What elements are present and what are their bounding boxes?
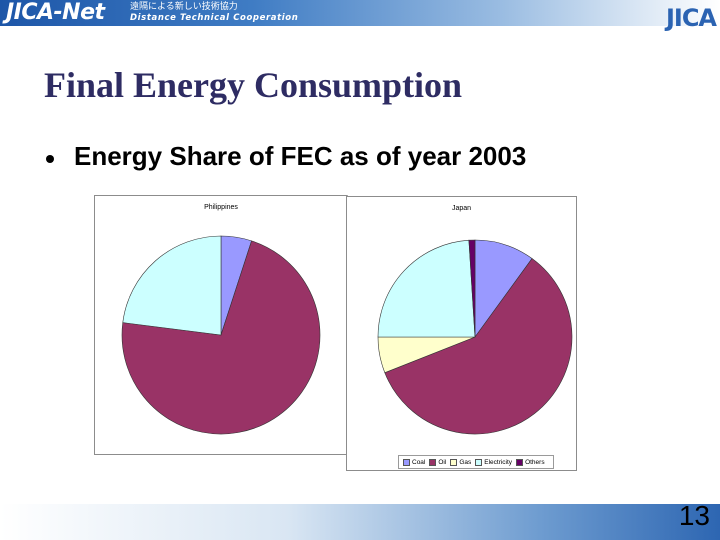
page-number: 13 — [678, 500, 710, 531]
jica-logo: JICA — [665, 4, 717, 32]
pie-slice-electricity — [377, 239, 476, 338]
legend-swatch — [475, 458, 483, 466]
pie-slice-oil — [384, 258, 573, 435]
footer-band — [0, 504, 720, 540]
pie-slice-others — [468, 239, 476, 338]
legend-item: Coal — [403, 458, 426, 466]
tagline-english: Distance Technical Cooperation — [130, 13, 299, 23]
pie-japan — [377, 239, 573, 435]
legend-item: Others — [516, 458, 545, 466]
legend-label: Gas — [459, 458, 472, 466]
legend-swatch — [403, 458, 410, 466]
legend-item: Gas — [450, 458, 472, 466]
bullet-text: Energy Share of FEC as of year 2003 — [74, 141, 527, 171]
tagline-japanese: 遠隔による新しい技術協力 — [130, 2, 238, 12]
jica-net-logo: JICA-Net — [6, 0, 105, 25]
legend-label: Others — [525, 458, 545, 466]
header-band: JICA-Net 遠隔による新しい技術協力 Distance Technical… — [0, 0, 720, 26]
slide-title: Final Energy Consumption — [44, 65, 463, 105]
legend-item: Oil — [429, 458, 447, 466]
legend-label: Oil — [438, 458, 447, 466]
chart-legend: Coal Oil Gas Electricity Others — [398, 455, 554, 469]
chart-title-japan: Japan — [451, 205, 472, 212]
legend-swatch — [450, 458, 458, 466]
chart-philippines: Philippines — [94, 195, 348, 455]
legend-item: Electricity — [475, 458, 513, 466]
pie-slice-electricity — [122, 235, 222, 336]
chart-japan: Japan — [346, 196, 577, 471]
legend-swatch — [516, 458, 524, 466]
pie-philippines — [121, 235, 321, 435]
chart-title-philippines: Philippines — [204, 204, 238, 211]
legend-label: Electricity — [484, 458, 513, 466]
legend-swatch — [429, 458, 437, 466]
bullet-icon — [46, 155, 54, 163]
legend-label: Coal — [412, 458, 426, 466]
pie-slice-oil — [121, 240, 321, 435]
